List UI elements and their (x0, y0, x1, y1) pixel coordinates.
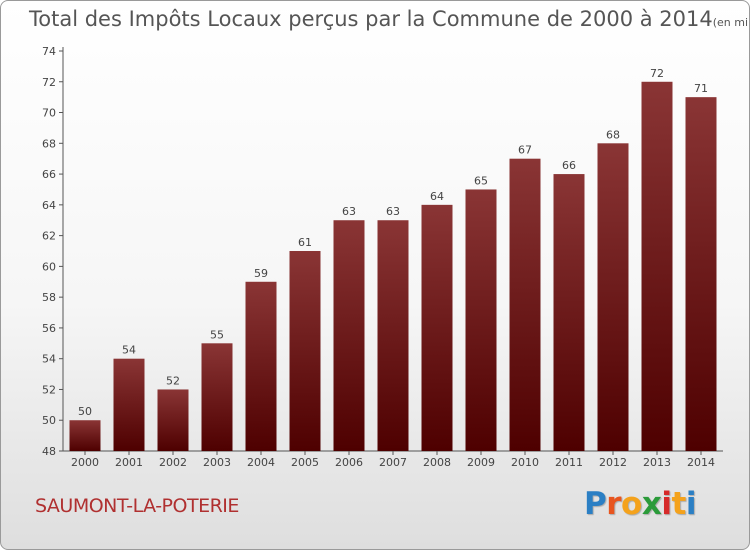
logo-letter: i (685, 486, 697, 522)
data-label-2001: 54 (122, 344, 136, 357)
proxiti-logo: Proxiti (584, 486, 696, 522)
y-tick-label: 66 (42, 168, 56, 181)
y-tick-label: 70 (42, 107, 56, 120)
x-tick-label-2007: 2007 (379, 456, 407, 469)
bar-2011 (553, 174, 585, 452)
data-label-2008: 64 (430, 190, 444, 203)
logo-letter: t (671, 486, 686, 522)
data-label-2000: 50 (78, 405, 92, 418)
logo-letter: P (584, 486, 607, 522)
bar-2012 (597, 143, 629, 452)
data-label-2011: 66 (562, 159, 576, 172)
bar-2000 (69, 420, 101, 451)
x-tick-label-2010: 2010 (511, 456, 539, 469)
data-label-2004: 59 (254, 267, 268, 280)
x-tick-label-2011: 2011 (555, 456, 583, 469)
y-tick-label: 64 (42, 199, 56, 212)
y-tick-label: 54 (42, 353, 56, 366)
chart-title: Total des Impôts Locaux perçus par la Co… (29, 7, 749, 31)
y-tick-label: 72 (42, 76, 56, 89)
x-tick-label-2006: 2006 (335, 456, 363, 469)
x-tick-label-2002: 2002 (159, 456, 187, 469)
y-tick-label: 56 (42, 322, 56, 335)
x-tick-label-2008: 2008 (423, 456, 451, 469)
y-tick-label: 62 (42, 230, 56, 243)
logo-letter: r (606, 486, 622, 522)
data-label-2014: 71 (694, 82, 708, 95)
x-tick-label-2009: 2009 (467, 456, 495, 469)
commune-name: SAUMONT-LA-POTERIE (35, 495, 239, 517)
y-tick-label: 50 (42, 414, 56, 427)
data-label-2010: 67 (518, 144, 532, 157)
data-label-2002: 52 (166, 374, 180, 387)
data-label-2009: 65 (474, 174, 488, 187)
x-tick-label-2000: 2000 (71, 456, 99, 469)
bar-2014 (685, 97, 717, 452)
x-tick-label-2012: 2012 (599, 456, 627, 469)
logo-letter: o (621, 486, 642, 522)
bar-2008 (421, 204, 453, 451)
bar-2003 (201, 343, 233, 451)
data-label-2003: 55 (210, 328, 224, 341)
x-tick-label-2004: 2004 (247, 456, 275, 469)
bar-2006 (333, 220, 365, 451)
data-label-2006: 63 (342, 205, 356, 218)
data-label-2012: 68 (606, 128, 620, 141)
chart-unit-label: (en milliers d'€) (712, 16, 749, 29)
data-label-2007: 63 (386, 205, 400, 218)
y-tick-label: 48 (42, 445, 56, 458)
bar-2013 (641, 81, 673, 452)
y-tick-label: 60 (42, 260, 56, 273)
bar-2005 (289, 251, 321, 451)
x-tick-label-2001: 2001 (115, 456, 143, 469)
bar-2009 (465, 189, 497, 451)
chart-title-text: Total des Impôts Locaux perçus par la Co… (29, 7, 713, 31)
y-tick-label: 52 (42, 383, 56, 396)
bar-2004 (245, 281, 277, 451)
logo-letter: i (661, 486, 672, 522)
data-label-2005: 61 (298, 236, 312, 249)
y-tick-label: 58 (42, 291, 56, 304)
logo-letter: x (641, 486, 662, 522)
x-tick-label-2014: 2014 (687, 456, 715, 469)
y-tick-label: 68 (42, 137, 56, 150)
bar-2002 (157, 389, 189, 451)
bar-2007 (377, 220, 409, 451)
y-tick-label: 74 (42, 45, 56, 58)
data-label-2013: 72 (650, 67, 664, 80)
bar-2001 (113, 358, 145, 451)
x-tick-label-2013: 2013 (643, 456, 671, 469)
bar-2010 (509, 158, 541, 451)
x-tick-label-2003: 2003 (203, 456, 231, 469)
x-tick-label-2005: 2005 (291, 456, 319, 469)
